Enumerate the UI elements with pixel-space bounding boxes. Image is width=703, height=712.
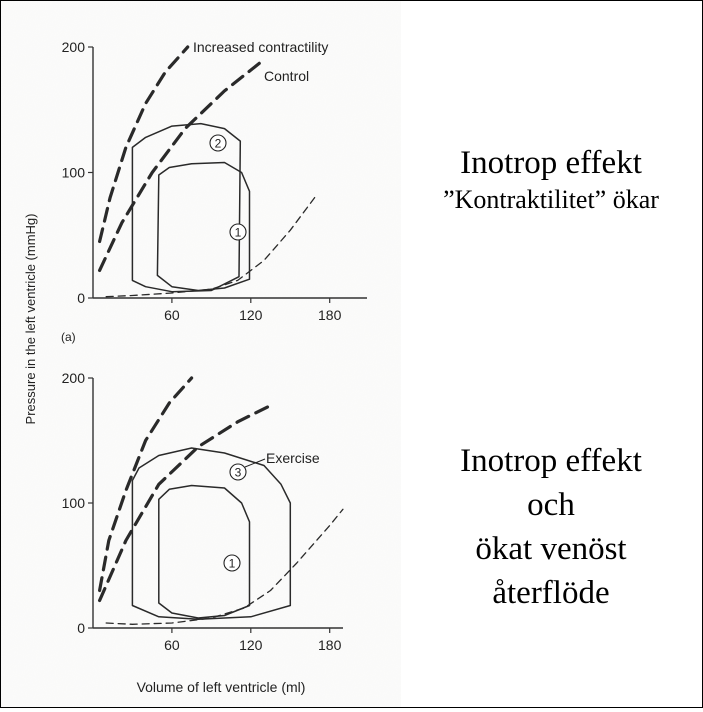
caption-top-line-2: ”Kontraktilitet” ökar bbox=[443, 185, 659, 214]
loop-2-marker bbox=[209, 134, 227, 152]
y-tick-label: 200 bbox=[62, 370, 86, 386]
series-edpv bbox=[105, 194, 318, 298]
caption-bottom-line-3: ökat venöst bbox=[475, 531, 627, 567]
loop-1-marker bbox=[223, 554, 241, 572]
caption-inotropic-venous-return: Inotrop effekt och ökat venöst återflöde bbox=[421, 439, 681, 615]
y-tick-label: 0 bbox=[77, 290, 85, 306]
panel-a: (a) Increased contractility Control 2 1 … bbox=[61, 39, 367, 344]
x-tick-label: 120 bbox=[239, 307, 263, 323]
series-esp-control bbox=[98, 58, 266, 272]
exercise-pointer bbox=[244, 458, 266, 468]
series-edpv bbox=[105, 508, 344, 625]
series-loop-1 bbox=[158, 484, 251, 619]
loop-1-marker bbox=[229, 223, 247, 241]
caption-bottom-line-2: och bbox=[527, 487, 575, 523]
annotation-loop-1: 1 bbox=[235, 226, 242, 240]
pressure-volume-chart-svg: Pressure in the left ventricle (mmHg) Vo… bbox=[1, 1, 401, 707]
annotation-loop-2: 2 bbox=[215, 137, 222, 151]
caption-inotropic: Inotrop effekt ”Kontraktilitet” ökar bbox=[406, 143, 696, 217]
x-tick-label: 180 bbox=[318, 637, 342, 653]
series-loop-2 bbox=[131, 122, 242, 293]
annotation-increased-contractility: Increased contractility bbox=[193, 39, 328, 55]
x-tick-label: 60 bbox=[164, 307, 180, 323]
annotation-loop-1: 1 bbox=[229, 557, 236, 571]
series-esp-increased bbox=[98, 376, 194, 593]
annotation-exercise: Exercise bbox=[266, 450, 320, 466]
caption-top-line-1: Inotrop effekt bbox=[460, 145, 642, 181]
y-tick-label: 200 bbox=[62, 39, 86, 55]
x-tick-label: 180 bbox=[318, 307, 342, 323]
series-esp-increased bbox=[98, 45, 190, 244]
panel-b: Exercise 3 1 60 120 180 0 100 200 bbox=[62, 370, 344, 653]
annotation-control: Control bbox=[264, 68, 309, 84]
loop-3-marker bbox=[229, 463, 247, 481]
series-esp-control bbox=[98, 403, 273, 603]
y-axis-label: Pressure in the left ventricle (mmHg) bbox=[23, 214, 38, 425]
y-tick-label: 100 bbox=[62, 165, 86, 181]
series-loop-3 bbox=[131, 447, 292, 621]
x-tick-label: 60 bbox=[164, 637, 180, 653]
y-tick-label: 100 bbox=[62, 495, 86, 511]
scan-texture bbox=[1, 1, 401, 707]
annotation-loop-3: 3 bbox=[235, 466, 242, 480]
x-tick-label: 120 bbox=[239, 637, 263, 653]
panel-label: (a) bbox=[61, 330, 76, 344]
pressure-volume-figure: Pressure in the left ventricle (mmHg) Vo… bbox=[1, 1, 401, 707]
y-tick-label: 0 bbox=[77, 620, 85, 636]
caption-bottom-line-4: återflöde bbox=[492, 575, 610, 611]
x-axis-label: Volume of left ventricle (ml) bbox=[137, 679, 306, 695]
caption-bottom-line-1: Inotrop effekt bbox=[460, 443, 642, 479]
